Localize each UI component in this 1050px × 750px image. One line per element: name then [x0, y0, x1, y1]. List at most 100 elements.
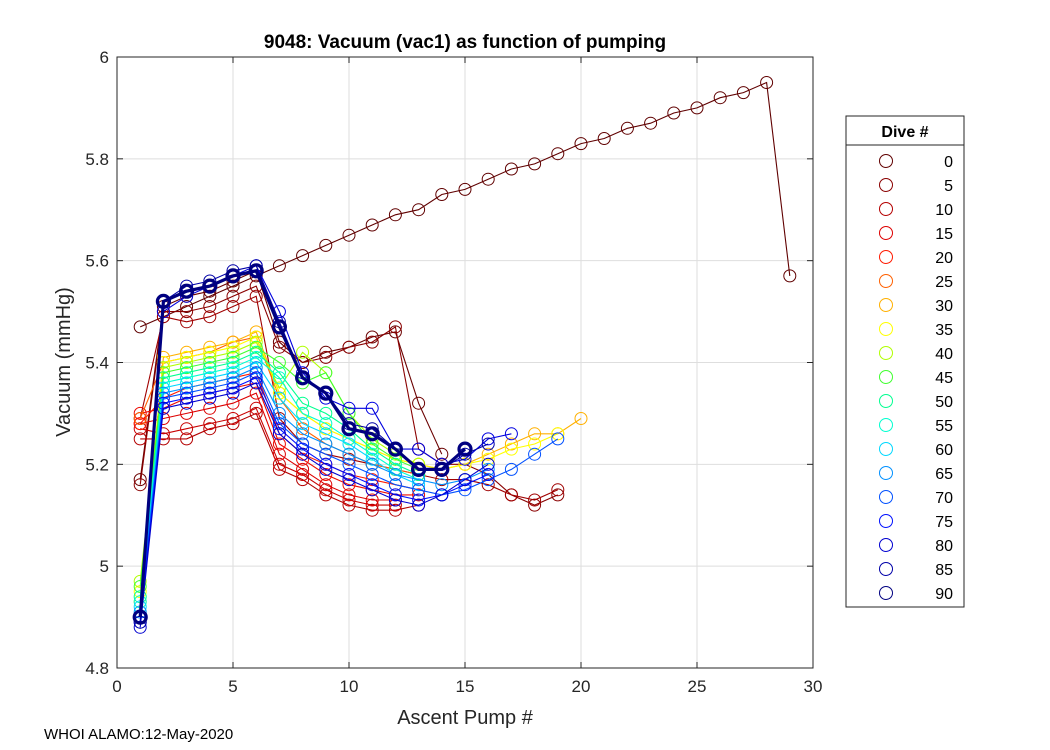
data-point — [180, 315, 194, 329]
data-point — [412, 493, 426, 507]
data-point — [319, 488, 333, 502]
y-tick-label: 5.4 — [85, 354, 109, 373]
legend-entry: 30 — [879, 298, 953, 315]
grid-layer — [116, 56, 814, 669]
legend-entry: 60 — [879, 442, 953, 459]
data-point — [551, 488, 565, 502]
data-point — [226, 350, 240, 364]
data-point — [296, 452, 310, 466]
data-point — [551, 147, 565, 161]
data-point — [249, 386, 263, 400]
data-point — [458, 182, 472, 196]
data-point — [458, 483, 472, 497]
data-point — [272, 427, 286, 441]
series-80 — [133, 376, 495, 634]
data-point — [272, 422, 286, 436]
data-point — [365, 493, 379, 507]
data-point — [412, 478, 426, 492]
data-point — [179, 283, 195, 299]
legend-box — [845, 115, 965, 608]
data-point — [225, 268, 241, 284]
data-point — [203, 422, 217, 436]
data-point — [504, 437, 518, 451]
legend-label: 85 — [935, 562, 953, 579]
legend-label: 50 — [935, 394, 953, 411]
data-point — [203, 381, 217, 395]
data-point — [458, 478, 472, 492]
data-point — [271, 319, 287, 335]
data-point — [342, 437, 356, 451]
data-point — [365, 457, 379, 471]
data-point — [435, 188, 449, 201]
data-point — [226, 376, 240, 390]
data-point — [180, 432, 194, 446]
data-point — [481, 447, 495, 461]
data-point — [341, 421, 357, 437]
data-point — [203, 386, 217, 400]
series-90 — [132, 263, 473, 625]
legend-marker — [879, 538, 893, 552]
data-point — [203, 361, 217, 375]
legend-entry: 0 — [879, 154, 953, 171]
data-point — [203, 366, 217, 380]
series-line — [140, 392, 396, 501]
data-point — [319, 406, 333, 420]
data-point — [365, 483, 379, 497]
legend-label: 90 — [935, 586, 953, 603]
y-tick-label: 5.2 — [85, 455, 109, 474]
data-point — [319, 422, 333, 436]
legend-label: 0 — [944, 154, 953, 171]
series-layer — [132, 76, 797, 634]
data-point — [342, 468, 356, 481]
legend-label: 60 — [935, 442, 953, 459]
data-point — [504, 162, 518, 176]
series-line — [139, 351, 419, 597]
data-point — [412, 498, 426, 512]
data-point — [504, 442, 518, 456]
data-point — [760, 76, 774, 89]
legend-label: 35 — [935, 322, 953, 339]
data-point — [180, 422, 194, 436]
data-point — [365, 498, 379, 512]
legend-marker — [879, 466, 893, 480]
data-point — [412, 483, 426, 497]
data-point — [644, 116, 658, 130]
data-point — [504, 462, 518, 476]
data-point — [226, 345, 240, 359]
data-point — [226, 279, 240, 293]
data-point — [133, 574, 147, 588]
legend-entry: 25 — [879, 274, 953, 291]
series-line — [139, 382, 489, 628]
data-point — [388, 493, 402, 507]
x-tick-label: 5 — [228, 677, 237, 696]
series-line — [140, 407, 396, 506]
data-point — [481, 432, 495, 446]
data-point — [481, 457, 495, 471]
data-point — [388, 503, 402, 517]
data-point — [180, 396, 194, 410]
data-point — [365, 468, 379, 481]
data-point — [435, 473, 449, 487]
data-point — [133, 406, 147, 420]
data-point — [528, 447, 542, 461]
data-point — [272, 391, 286, 405]
data-point — [574, 412, 588, 425]
data-point — [412, 473, 426, 487]
legend-label: 40 — [935, 346, 953, 363]
data-point — [551, 432, 565, 446]
data-point — [481, 473, 495, 487]
data-point — [528, 437, 542, 451]
data-point — [319, 366, 333, 380]
data-point — [272, 437, 286, 451]
data-point — [365, 447, 379, 461]
x-tick-label: 15 — [456, 677, 475, 696]
data-point — [481, 462, 495, 476]
legend-label: 70 — [935, 490, 953, 507]
series-0 — [133, 76, 797, 334]
legend-entry: 10 — [879, 202, 953, 219]
data-point — [551, 483, 565, 497]
legend-marker — [879, 586, 893, 600]
series-line — [139, 371, 559, 618]
data-point — [411, 461, 427, 477]
legend-marker — [879, 250, 893, 264]
